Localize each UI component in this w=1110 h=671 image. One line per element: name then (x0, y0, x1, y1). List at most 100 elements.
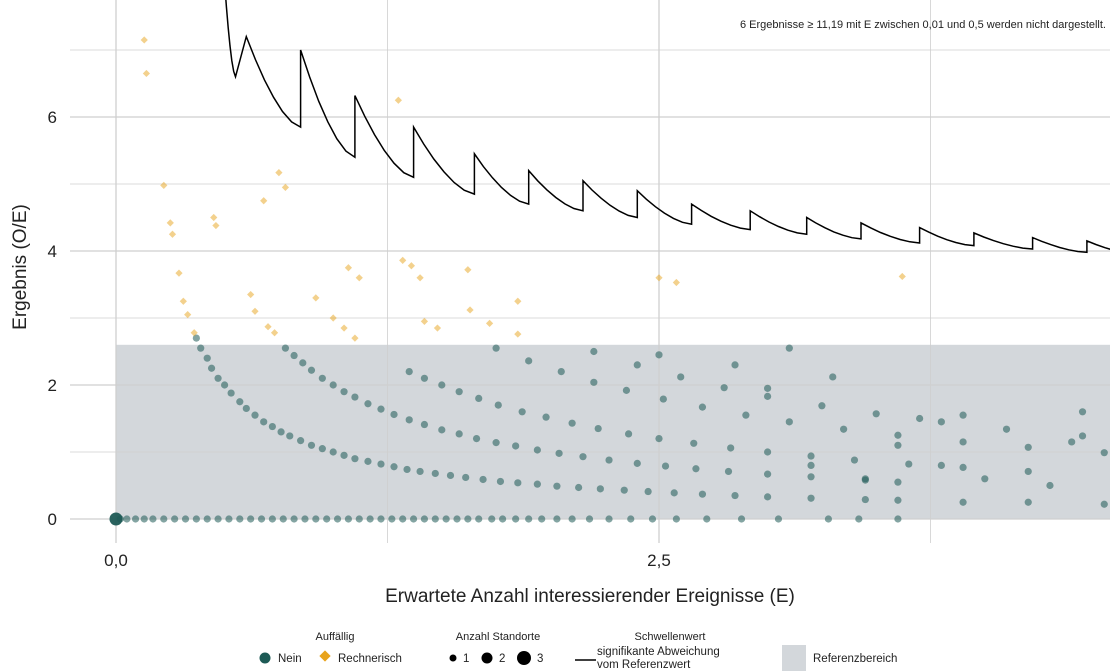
data-point-nein (221, 381, 229, 389)
data-point-nein (242, 404, 250, 413)
data-point-nein (557, 368, 565, 376)
data-point-nein (894, 478, 902, 486)
data-point-nein (655, 351, 663, 359)
legend-label-size-1: 1 (463, 653, 469, 665)
legend-label-referenzbereich: Referenzbereich (813, 653, 897, 665)
data-point-nein (622, 386, 631, 394)
data-point-nein (872, 410, 880, 418)
data-point-nein (420, 515, 429, 523)
data-point-nein (661, 462, 670, 470)
data-point-rechnerisch (281, 183, 290, 191)
data-point-nein (861, 475, 869, 483)
data-point-rechnerisch (160, 181, 168, 189)
legend-reference-swatch (782, 645, 806, 671)
data-point-nein (533, 446, 541, 454)
data-point-nein (703, 515, 711, 523)
data-point-nein (366, 515, 374, 523)
data-point-rechnerisch (270, 329, 279, 337)
data-point-nein (420, 374, 429, 382)
data-point-nein (894, 431, 902, 439)
data-point-nein (318, 374, 326, 382)
legend-marker-nein (259, 652, 271, 664)
y-axis-title: Ergebnis (O/E) (10, 204, 31, 330)
data-point-nein (351, 455, 359, 463)
x-axis-ticks: 0,02,55,07,5 (104, 551, 671, 570)
data-point-rechnerisch (275, 169, 283, 177)
data-point-nein (555, 449, 563, 457)
data-point-rechnerisch (464, 266, 472, 274)
threshold-line (225, 0, 1110, 254)
data-point-nein (492, 344, 500, 352)
data-point-nein (333, 515, 342, 523)
data-point-rechnerisch (210, 213, 218, 222)
x-tick-label: 0,0 (104, 551, 128, 570)
data-point-nein (568, 419, 576, 427)
data-point-nein (268, 422, 276, 431)
data-point-rechnerisch (407, 262, 415, 270)
data-point-nein (181, 515, 190, 523)
data-point-rechnerisch (898, 272, 906, 281)
data-point-nein (340, 388, 348, 396)
data-point-nein (659, 395, 667, 403)
data-point-nein (268, 515, 276, 523)
data-point-rechnerisch (485, 319, 494, 327)
data-point-nein (818, 402, 826, 410)
data-point-nein (377, 460, 385, 468)
data-point-nein (399, 515, 407, 523)
data-point-nein (585, 515, 594, 523)
legend-label-rechnerisch: Rechnerisch (338, 653, 402, 665)
legend-threshold-label-1: signifikante Abweichung (597, 646, 720, 658)
data-point-nein (323, 515, 331, 523)
data-point-nein (959, 498, 967, 506)
data-point-nein (605, 456, 613, 464)
data-point-rechnerisch (340, 324, 348, 332)
data-point-nein (496, 477, 505, 486)
data-point-rechnerisch (247, 290, 255, 299)
data-point-nein (553, 515, 561, 523)
data-point-nein (236, 398, 244, 406)
data-point-nein (1024, 443, 1032, 451)
data-point-nein (807, 494, 815, 502)
data-point-nein (390, 410, 398, 419)
data-point-nein (916, 414, 924, 423)
data-point-nein (472, 435, 481, 443)
data-point-nein (644, 487, 652, 496)
data-point-nein (824, 515, 833, 523)
data-point-rechnerisch (514, 297, 522, 305)
legend-title-schwellenwert: Schwellenwert (635, 631, 706, 643)
data-point-nein (575, 483, 583, 492)
data-point-nein (420, 420, 429, 429)
data-point-nein (149, 515, 157, 523)
data-point-nein (1100, 500, 1108, 508)
data-point-nein (514, 479, 522, 487)
threshold-path (225, 0, 1110, 254)
data-point-nein (446, 471, 455, 480)
data-point-nein (236, 515, 244, 523)
data-point-nein (533, 480, 541, 488)
data-point-nein (462, 473, 470, 482)
data-point-nein (655, 435, 663, 443)
data-point-nein (116, 515, 124, 523)
data-point-nein (479, 475, 487, 484)
data-point-nein (329, 381, 337, 389)
data-point-rechnerisch (251, 307, 259, 315)
data-point-nein (203, 354, 211, 362)
data-point-nein (624, 430, 633, 438)
data-point-nein (488, 515, 496, 523)
data-point-nein (807, 461, 815, 469)
data-point-nein (160, 515, 168, 523)
data-point-nein (207, 364, 216, 372)
data-point-nein (692, 465, 700, 473)
data-point-rechnerisch (184, 311, 192, 319)
data-point-nein (720, 384, 728, 392)
data-point-nein (627, 515, 635, 523)
data-point-nein (894, 496, 902, 504)
data-point-nein (390, 463, 398, 471)
data-point-nein (431, 515, 439, 523)
data-point-nein (377, 405, 385, 413)
data-point-nein (538, 515, 546, 523)
data-point-nein (861, 495, 869, 504)
data-point-rechnerisch (166, 219, 174, 227)
data-point-nein (1068, 438, 1076, 446)
data-point-nein (455, 430, 463, 438)
